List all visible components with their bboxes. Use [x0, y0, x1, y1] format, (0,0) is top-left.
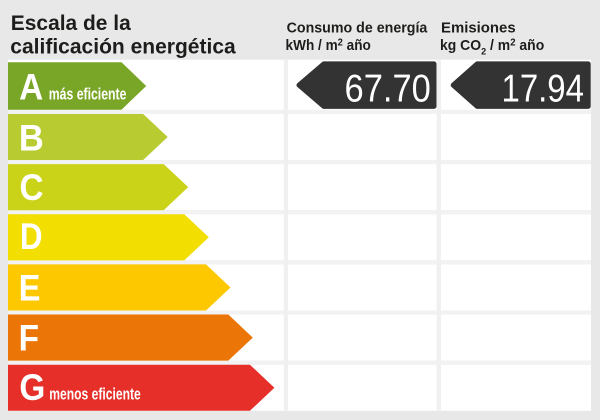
- svg-text:Escala de la: Escala de la: [11, 12, 131, 35]
- svg-text:A: A: [19, 67, 43, 108]
- svg-text:más eficiente: más eficiente: [49, 86, 127, 104]
- svg-text:menos eficiente: menos eficiente: [49, 386, 141, 404]
- svg-text:67.70: 67.70: [345, 67, 431, 110]
- svg-text:G: G: [19, 367, 45, 408]
- svg-text:B: B: [19, 117, 44, 158]
- svg-text:C: C: [20, 168, 44, 209]
- svg-text:Emisiones: Emisiones: [441, 21, 516, 37]
- svg-text:F: F: [19, 318, 39, 359]
- svg-text:Consumo de energía: Consumo de energía: [287, 20, 429, 36]
- svg-text:D: D: [20, 217, 43, 258]
- svg-text:kWh / m2 año: kWh / m2 año: [286, 36, 372, 53]
- svg-text:kg CO2 / m2 año: kg CO2 / m2 año: [440, 37, 545, 56]
- svg-text:calificación energética: calificación energética: [10, 34, 236, 58]
- svg-text:17.94: 17.94: [502, 66, 584, 110]
- svg-text:E: E: [19, 268, 41, 308]
